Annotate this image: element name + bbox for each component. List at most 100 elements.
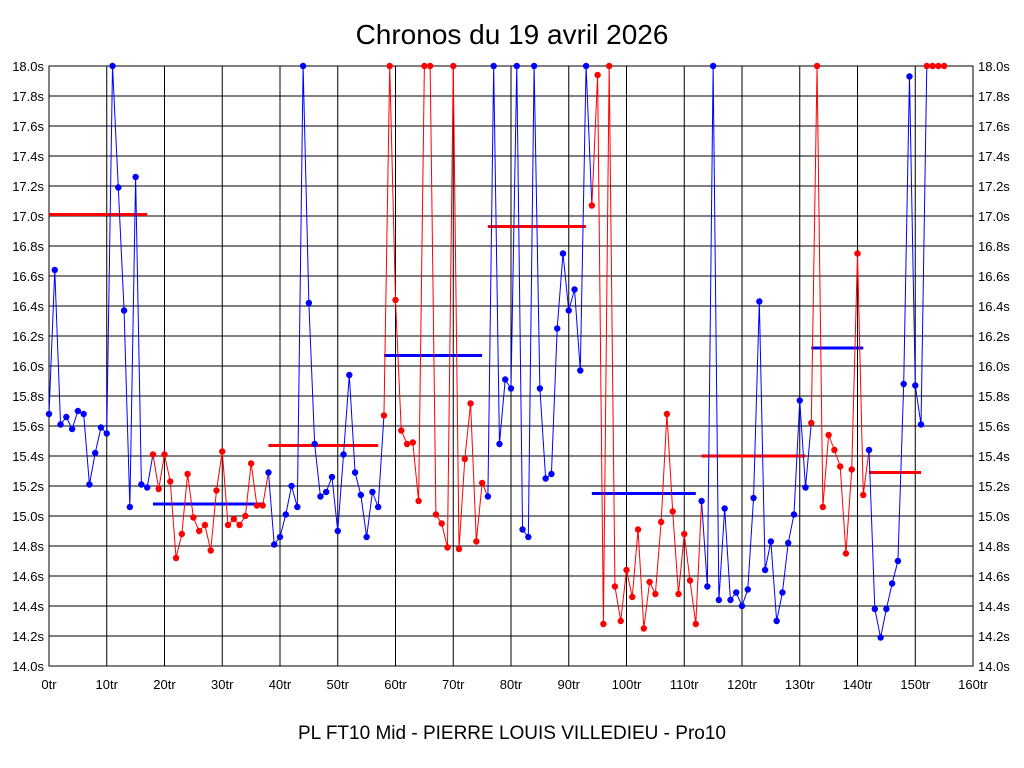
lap-point (530, 62, 538, 70)
y-tick-label-left: 16.4s (12, 299, 44, 314)
lap-point (207, 547, 214, 554)
lap-point (109, 62, 116, 70)
x-tick-label: 10tr (96, 677, 119, 692)
lap-point (675, 590, 682, 598)
lap-point (155, 485, 162, 493)
lap-point (611, 583, 619, 590)
y-tick-label-right: 17.8s (978, 89, 1010, 104)
lap-point (542, 475, 549, 482)
lap-point (912, 382, 919, 389)
lap-point (138, 481, 145, 488)
lap-point (80, 410, 87, 418)
y-tick-label-left: 16.8s (12, 239, 44, 254)
lap-point (57, 421, 64, 428)
lap-point (785, 539, 792, 547)
y-tick-label-left: 18.0s (12, 59, 44, 74)
y-tick-label-right: 15.0s (978, 509, 1010, 524)
x-tick-label: 50tr (327, 677, 350, 692)
chart-title: Chronos du 19 avril 2026 (356, 19, 669, 50)
y-tick-label-right: 14.8s (978, 539, 1010, 554)
lap-point (652, 590, 659, 598)
lap-point (351, 469, 359, 476)
y-tick-label-right: 14.0s (978, 659, 1010, 674)
x-tick-label: 60tr (384, 677, 407, 692)
lap-point (808, 419, 815, 427)
lap-point (432, 511, 440, 518)
y-tick-label-left: 15.4s (12, 449, 44, 464)
lap-point (935, 62, 942, 70)
lap-point (473, 538, 480, 545)
lap-point (490, 62, 497, 70)
lap-point (317, 493, 324, 500)
lap-point (605, 62, 613, 70)
lap-point (265, 469, 272, 476)
y-tick-label-left: 16.0s (12, 359, 44, 374)
lap-point (860, 491, 867, 499)
y-tick-label-left: 17.4s (12, 149, 44, 164)
lap-point (525, 533, 532, 541)
lap-point (923, 62, 930, 70)
lap-point (346, 371, 353, 379)
lap-point (132, 173, 139, 181)
series-line (591, 65, 703, 629)
lap-point (571, 286, 578, 293)
lap-point (271, 541, 278, 548)
y-tick-label-right: 14.6s (978, 569, 1010, 584)
chart-subtitle: PL FT10 Mid - PIERRE LOUIS VILLEDIEU - P… (298, 723, 726, 744)
x-tick-label: 80tr (500, 677, 523, 692)
lap-point (906, 73, 913, 80)
lap-point (461, 455, 468, 463)
lap-point (149, 451, 157, 458)
lap-point (825, 431, 832, 439)
lap-point (282, 511, 289, 518)
lap-point (126, 503, 134, 511)
lap-point (836, 463, 844, 470)
lap-point (779, 589, 786, 596)
x-tick-label: 0tr (41, 677, 57, 692)
lap-point (259, 502, 266, 509)
lap-point (421, 62, 428, 70)
lap-point (386, 62, 393, 70)
lap-point (74, 407, 82, 415)
y-tick-label-right: 16.6s (978, 269, 1010, 284)
lap-point (455, 545, 463, 553)
lap-point (883, 605, 890, 613)
lap-point (727, 596, 734, 604)
lap-point (871, 605, 879, 613)
grid (48, 65, 974, 667)
y-tick-label-right: 17.2s (978, 179, 1010, 194)
y-tick-label-right: 16.4s (978, 299, 1010, 314)
x-tick-label: 20tr (153, 677, 176, 692)
lap-point (698, 497, 705, 505)
x-tick-label: 160tr (958, 677, 988, 692)
y-tick-label-right: 17.0s (978, 209, 1010, 224)
lap-point (548, 470, 555, 478)
y-tick-label-left: 17.6s (12, 119, 44, 134)
lap-point (940, 62, 948, 70)
lap-point (496, 440, 503, 448)
lap-point (663, 410, 671, 418)
lap-point (409, 439, 417, 446)
lap-point (340, 451, 347, 458)
lap-point (115, 184, 122, 191)
lap-point (761, 566, 769, 574)
lap-point (190, 514, 197, 521)
lap-point (709, 62, 717, 70)
lap-point (219, 448, 226, 455)
lap-point (438, 520, 445, 527)
lap-point (178, 530, 186, 538)
y-tick-label-right: 15.8s (978, 389, 1010, 404)
lap-point (450, 62, 457, 70)
lap-point (253, 502, 261, 509)
lap-point (894, 557, 902, 565)
lap-point (403, 440, 411, 448)
y-tick-label-right: 14.2s (978, 629, 1010, 644)
lap-point (704, 583, 711, 590)
lap-point (865, 446, 873, 454)
y-tick-label-right: 17.4s (978, 149, 1010, 164)
average-lines (49, 213, 922, 506)
y-tick-label-left: 14.2s (12, 629, 44, 644)
lap-point (172, 554, 180, 562)
lap-point (305, 299, 313, 307)
